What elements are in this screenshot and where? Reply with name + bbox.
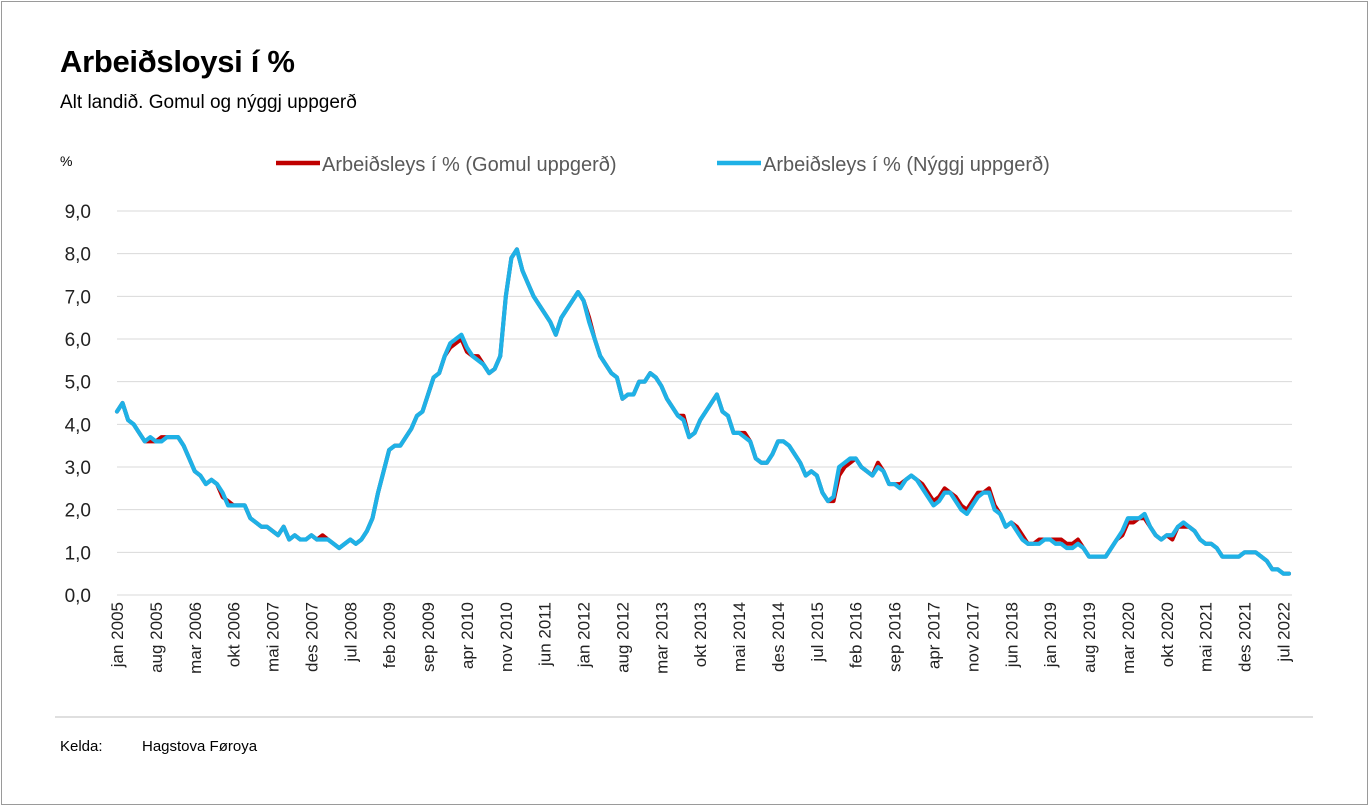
x-tick-label: jan 2012 <box>575 602 594 668</box>
y-tick-label: 3,0 <box>65 458 91 479</box>
x-tick-label: aug 2012 <box>613 602 632 673</box>
x-tick-label: mai 2014 <box>730 602 749 672</box>
y-axis-ticks: 0,0 1,0 2,0 3,0 4,0 5,0 6,0 7,0 8,0 9,0 <box>65 202 91 607</box>
x-tick-label: apr 2010 <box>458 602 477 669</box>
x-tick-label: okt 2020 <box>1158 602 1177 667</box>
series-line-nyggj <box>114 247 1292 576</box>
legend-label: Arbeiðsleys í % (Nýggj uppgerð) <box>763 154 1050 176</box>
series-line-gomul <box>115 247 1291 576</box>
x-tick-label: mar 2006 <box>186 602 205 674</box>
x-tick-label: aug 2019 <box>1080 602 1099 673</box>
x-tick-label: mar 2020 <box>1119 602 1138 674</box>
y-tick-label: 2,0 <box>65 501 91 522</box>
x-tick-label: jul 2008 <box>341 602 360 663</box>
x-tick-label: des 2007 <box>302 602 321 672</box>
x-tick-label: mai 2021 <box>1197 602 1216 672</box>
y-tick-label: 8,0 <box>65 245 91 266</box>
x-tick-label: okt 2013 <box>691 602 710 667</box>
series-lines <box>114 247 1292 576</box>
x-tick-label: jun 2011 <box>536 602 555 667</box>
y-tick-label: 5,0 <box>65 373 91 394</box>
x-tick-label: jun 2018 <box>1002 602 1021 668</box>
x-tick-label: sep 2009 <box>419 602 438 672</box>
y-tick-label: 6,0 <box>65 330 91 351</box>
x-tick-label: apr 2017 <box>925 602 944 669</box>
y-tick-label: 7,0 <box>65 287 91 308</box>
x-tick-label: sep 2016 <box>886 602 905 672</box>
x-tick-label: aug 2005 <box>147 602 166 673</box>
source-label: Kelda: <box>60 738 103 755</box>
y-axis-unit-label: % <box>60 153 73 169</box>
legend-label: Arbeiðsleys í % (Gomul uppgerð) <box>322 154 617 176</box>
x-tick-label: jan 2019 <box>1041 602 1060 668</box>
x-tick-label: feb 2009 <box>380 602 399 668</box>
x-tick-label: mar 2013 <box>652 602 671 674</box>
x-tick-label: jul 2015 <box>808 602 827 663</box>
y-tick-label: 1,0 <box>65 543 91 564</box>
x-tick-label: nov 2017 <box>963 602 982 672</box>
chart-title: Arbeiðsloysi í % <box>60 44 295 79</box>
x-tick-label: jul 2022 <box>1274 602 1293 663</box>
legend: Arbeiðsleys í % (Gomul uppgerð) Arbeiðsle… <box>276 154 1050 176</box>
source-value: Hagstova Føroya <box>142 738 258 755</box>
y-tick-label: 9,0 <box>65 202 91 223</box>
x-tick-label: okt 2006 <box>225 602 244 667</box>
x-tick-label: jan 2005 <box>108 602 127 668</box>
x-tick-label: nov 2010 <box>497 602 516 672</box>
x-axis-ticks: jan 2005 aug 2005 mar 2006 okt 2006 mai 2007… <box>108 602 1293 674</box>
gridlines <box>117 210 1292 596</box>
x-tick-label: des 2021 <box>1236 602 1255 672</box>
x-tick-label: feb 2016 <box>847 602 866 668</box>
x-tick-label: des 2014 <box>769 602 788 672</box>
x-tick-label: mai 2007 <box>264 602 283 672</box>
y-tick-label: 0,0 <box>65 586 91 607</box>
chart-subtitle: Alt landið. Gomul og nýggj uppgerð <box>60 92 357 113</box>
y-tick-label: 4,0 <box>65 415 91 436</box>
